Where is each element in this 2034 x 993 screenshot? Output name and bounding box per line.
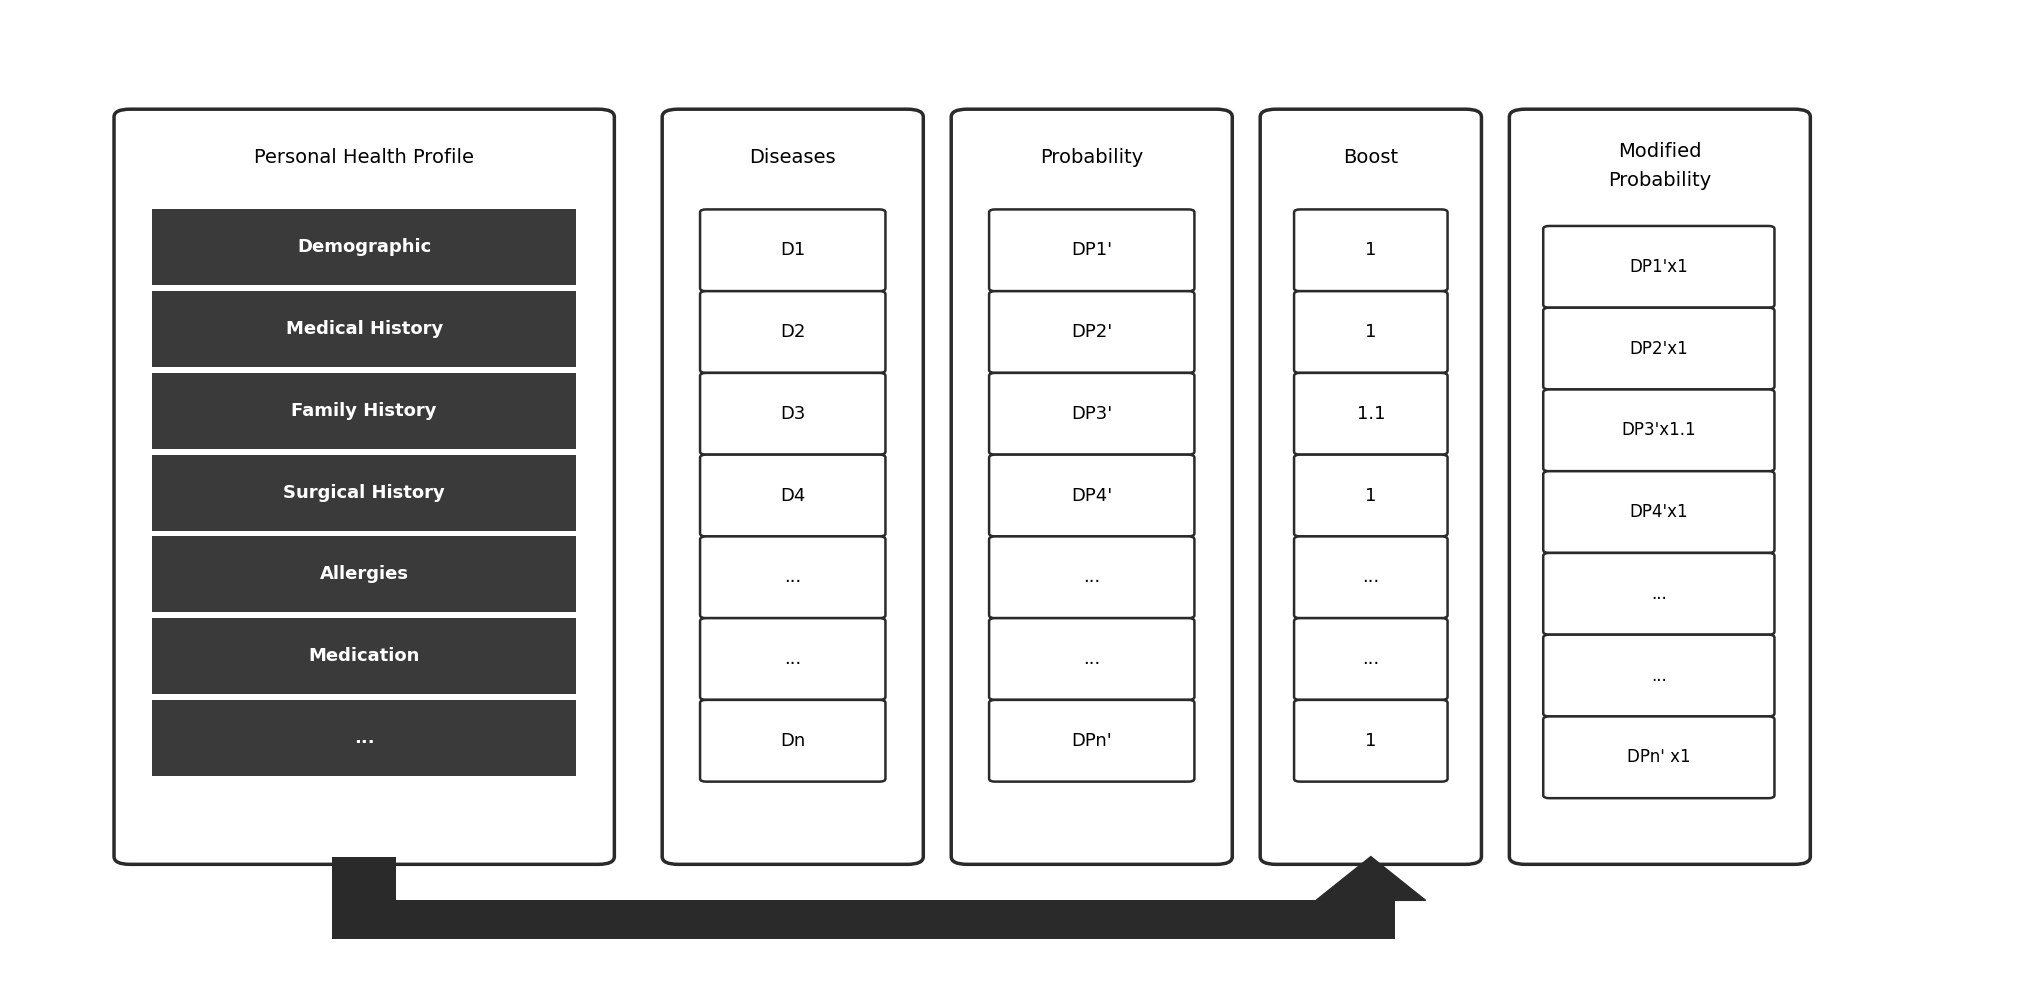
Text: DPn' x1: DPn' x1 [1627,749,1690,767]
FancyBboxPatch shape [1294,700,1448,781]
Bar [153,536,576,613]
FancyBboxPatch shape [952,109,1233,864]
FancyBboxPatch shape [1544,226,1774,308]
FancyBboxPatch shape [989,618,1194,700]
FancyBboxPatch shape [663,109,923,864]
FancyBboxPatch shape [700,291,885,373]
Text: Boost: Boost [1342,148,1399,168]
Text: Dn: Dn [781,732,805,750]
FancyBboxPatch shape [700,455,885,536]
FancyBboxPatch shape [989,210,1194,291]
Text: D2: D2 [781,323,805,341]
FancyBboxPatch shape [1294,373,1448,455]
FancyBboxPatch shape [1294,291,1448,373]
Text: 1: 1 [1365,241,1377,259]
Text: ...: ... [1363,650,1379,668]
FancyBboxPatch shape [1544,308,1774,389]
Text: ...: ... [1652,666,1666,684]
Text: DP2': DP2' [1072,323,1113,341]
Text: Family History: Family History [291,402,437,420]
Bar [153,210,576,285]
Text: DP4'x1: DP4'x1 [1629,503,1688,521]
FancyBboxPatch shape [1544,553,1774,635]
Text: ...: ... [1084,650,1100,668]
Text: Surgical History: Surgical History [283,484,445,501]
FancyBboxPatch shape [1509,109,1810,864]
Text: Diseases: Diseases [749,148,836,168]
FancyBboxPatch shape [1544,389,1774,472]
FancyBboxPatch shape [700,618,885,700]
FancyBboxPatch shape [114,109,614,864]
Text: DP3': DP3' [1072,405,1113,423]
Text: Medical History: Medical History [285,320,443,339]
Bar [153,700,576,776]
Bar [153,618,576,694]
Text: ...: ... [785,568,801,586]
Text: Probability: Probability [1609,171,1711,190]
FancyBboxPatch shape [989,373,1194,455]
FancyBboxPatch shape [1544,716,1774,798]
Text: Probability: Probability [1039,148,1143,168]
Text: DPn': DPn' [1072,732,1113,750]
Text: ...: ... [1363,568,1379,586]
Bar [153,291,576,367]
FancyBboxPatch shape [700,700,885,781]
Text: D4: D4 [781,487,805,504]
Text: Demographic: Demographic [297,238,431,256]
Text: Allergies: Allergies [319,565,409,583]
Text: D1: D1 [781,241,805,259]
FancyBboxPatch shape [700,210,885,291]
FancyBboxPatch shape [1544,635,1774,716]
FancyBboxPatch shape [989,700,1194,781]
Text: ...: ... [354,729,374,747]
FancyBboxPatch shape [989,291,1194,373]
Text: ...: ... [785,650,801,668]
Polygon shape [1316,857,1426,901]
Text: ...: ... [1652,585,1666,603]
FancyBboxPatch shape [989,455,1194,536]
FancyBboxPatch shape [1261,109,1481,864]
FancyBboxPatch shape [989,536,1194,618]
Text: DP2'x1: DP2'x1 [1629,340,1688,357]
Text: 1: 1 [1365,323,1377,341]
Text: D3: D3 [781,405,805,423]
Text: 1: 1 [1365,487,1377,504]
FancyBboxPatch shape [1294,536,1448,618]
FancyBboxPatch shape [700,536,885,618]
Text: ...: ... [1084,568,1100,586]
Text: 1.1: 1.1 [1357,405,1385,423]
Text: Medication: Medication [309,647,419,665]
Text: DP3'x1.1: DP3'x1.1 [1621,421,1696,439]
FancyBboxPatch shape [700,373,885,455]
Text: Personal Health Profile: Personal Health Profile [254,148,474,168]
FancyBboxPatch shape [1294,455,1448,536]
Bar [332,857,397,901]
Bar [332,901,1395,939]
FancyBboxPatch shape [1544,472,1774,553]
Bar [153,455,576,530]
Text: DP4': DP4' [1072,487,1113,504]
Text: Modified: Modified [1619,142,1702,161]
Text: DP1': DP1' [1072,241,1113,259]
FancyBboxPatch shape [1294,210,1448,291]
Text: 1: 1 [1365,732,1377,750]
FancyBboxPatch shape [1294,618,1448,700]
Bar [153,373,576,449]
Text: DP1'x1: DP1'x1 [1629,258,1688,276]
